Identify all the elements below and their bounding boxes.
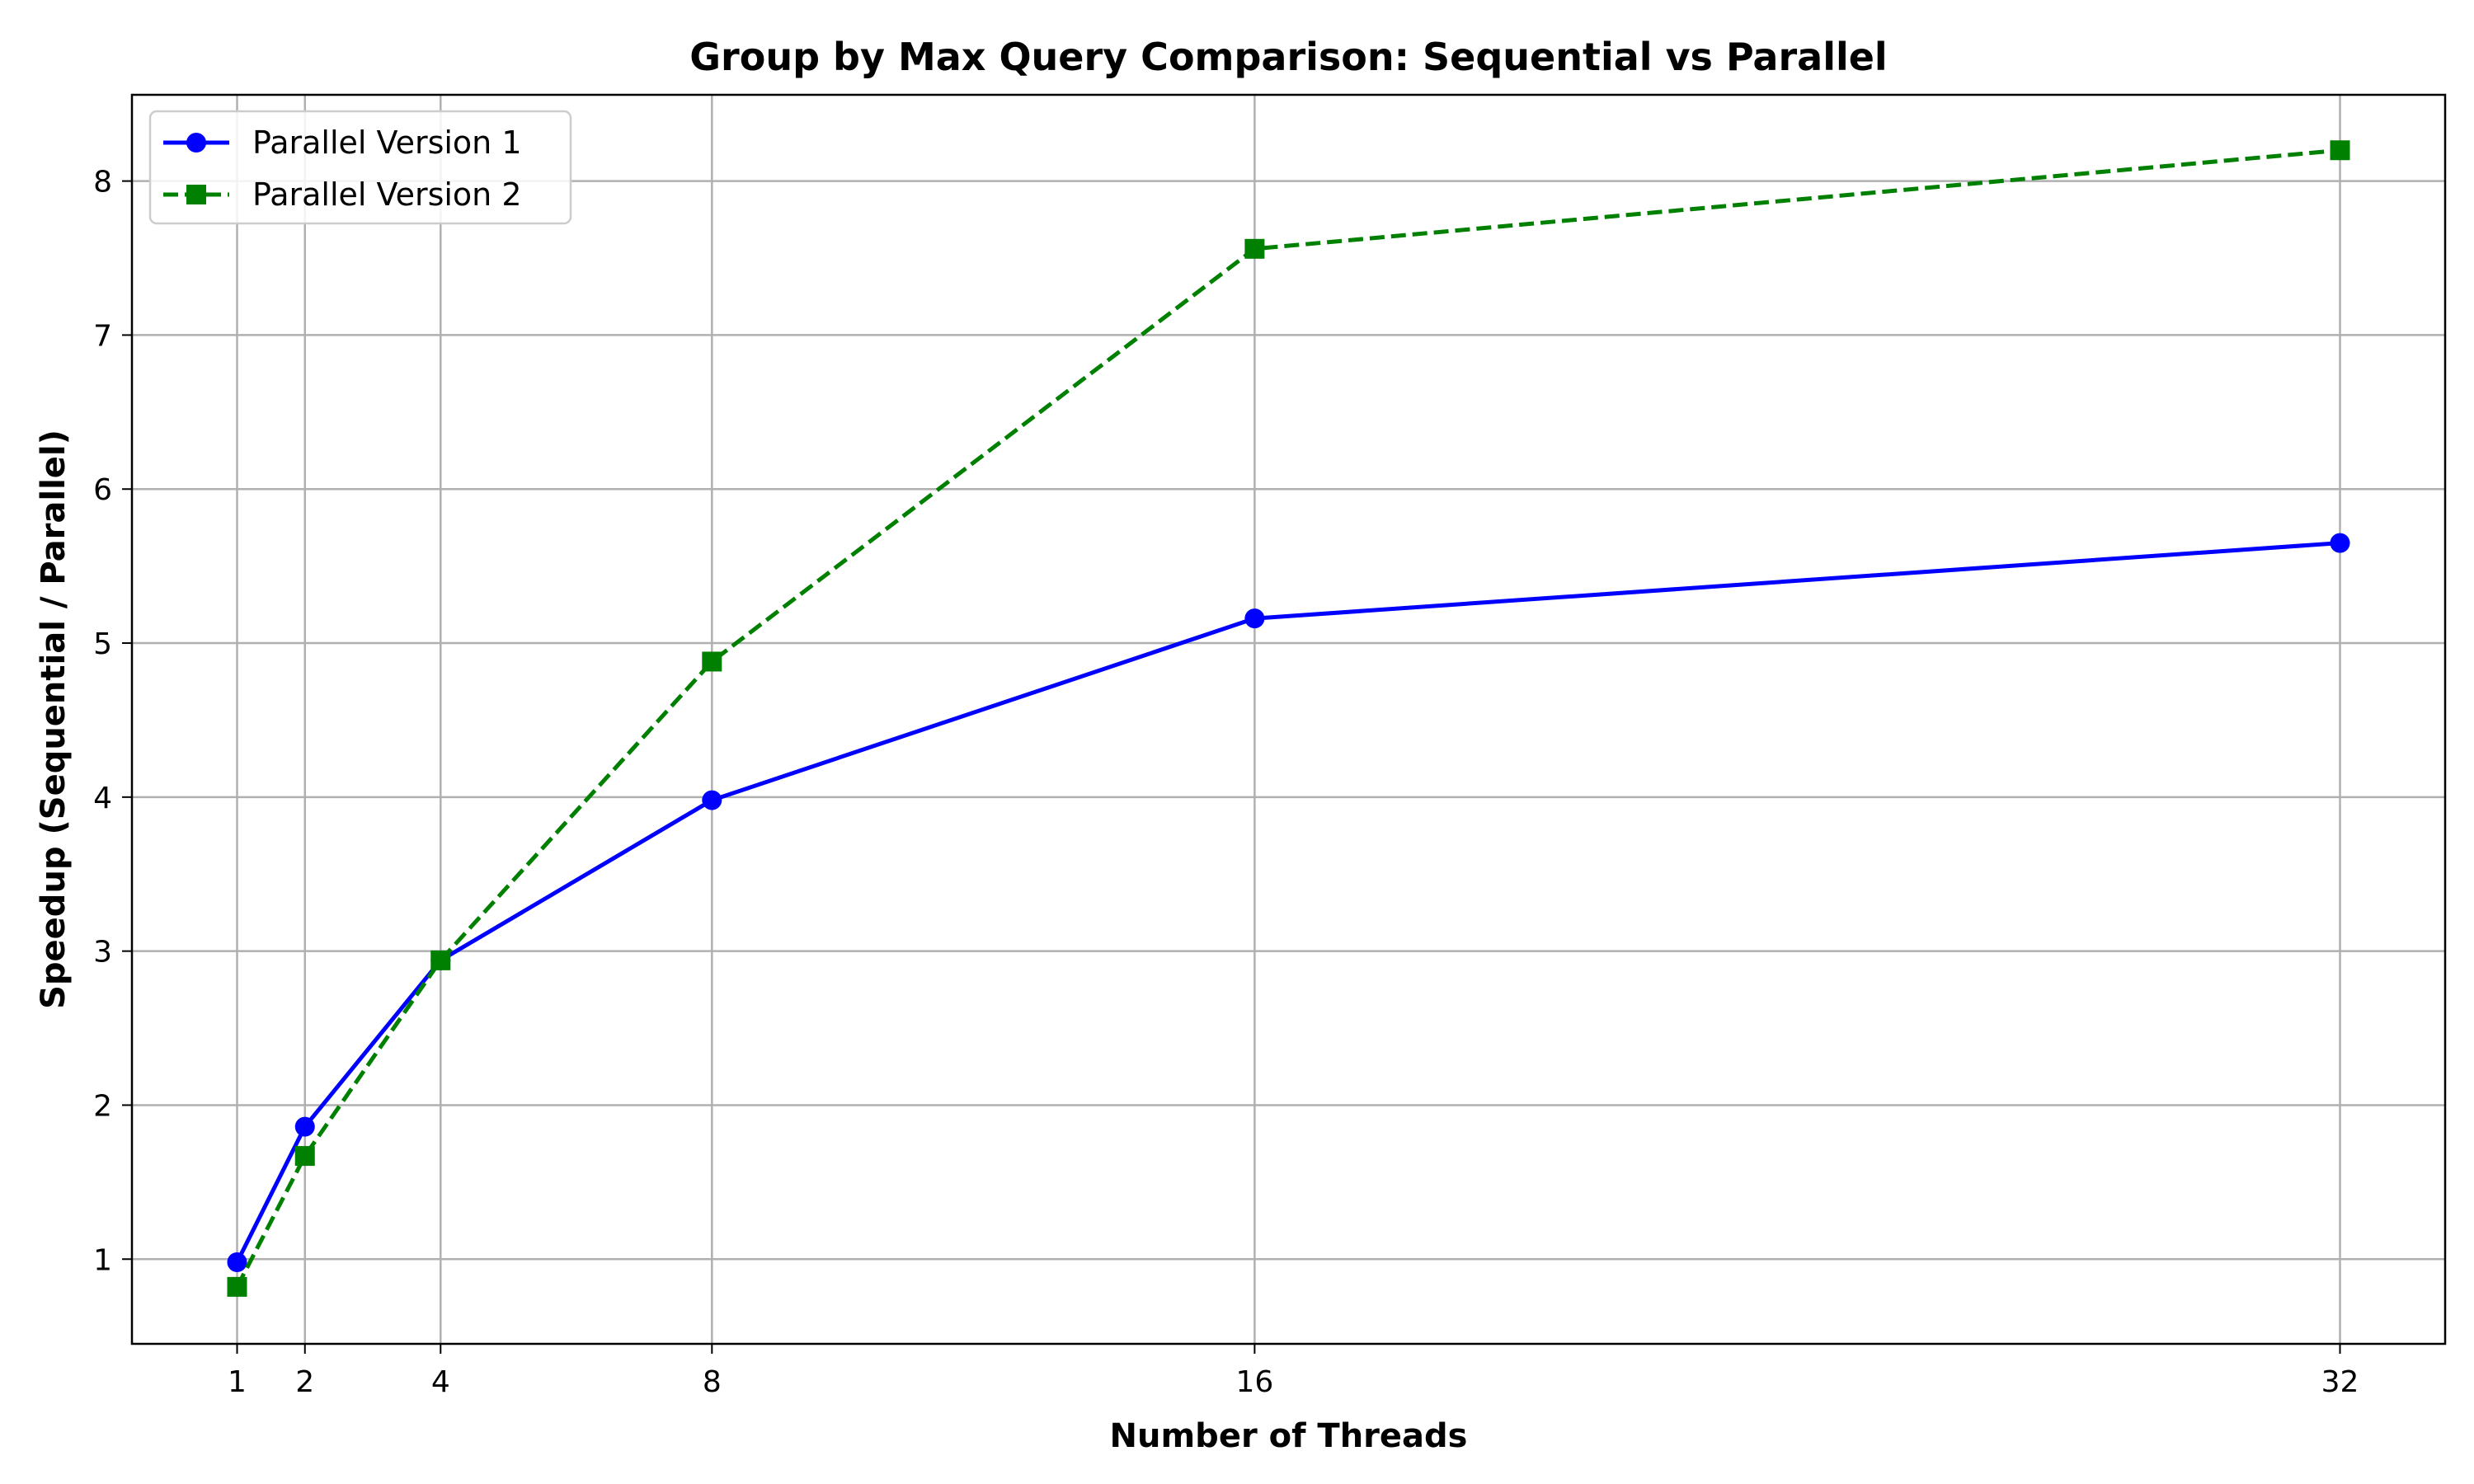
y-tick-label: 4 — [93, 782, 112, 815]
legend-label-1: Parallel Version 1 — [252, 124, 522, 161]
y-tick-label: 6 — [93, 473, 112, 507]
chart-title: Group by Max Query Comparison: Sequentia… — [689, 35, 1887, 79]
plot-frame — [130, 93, 2447, 1345]
x-tick-label: 32 — [2321, 1365, 2359, 1399]
data-point-series-1 — [227, 1252, 247, 1272]
series-line-2 — [235, 148, 2340, 1289]
series-line-1 — [235, 541, 2340, 1264]
data-point-series-1 — [2330, 533, 2350, 553]
data-point-series-1 — [294, 1116, 315, 1137]
data-point-series-2 — [2330, 140, 2350, 161]
y-tick-label: 5 — [93, 627, 112, 661]
grid — [132, 95, 2445, 1344]
y-tick-label: 7 — [93, 319, 112, 353]
x-tick-label: 2 — [295, 1365, 314, 1399]
x-tick-label: 8 — [703, 1365, 722, 1399]
series-lines — [227, 140, 2350, 1297]
legend-marker-1 — [186, 133, 206, 153]
data-point-series-2 — [294, 1146, 315, 1167]
y-axis-label: Speedup (Sequential / Parallel) — [35, 430, 73, 1009]
data-point-series-2 — [1244, 238, 1265, 259]
legend-marker-2 — [186, 185, 206, 204]
data-point-series-1 — [1244, 608, 1265, 629]
legend-label-2: Parallel Version 2 — [252, 176, 522, 213]
legend-box — [148, 110, 572, 225]
x-tick-label: 1 — [228, 1365, 247, 1399]
data-point-series-2 — [227, 1276, 247, 1297]
legend: Parallel Version 1 Parallel Version 2 — [148, 110, 572, 225]
x-tick-label: 16 — [1235, 1365, 1273, 1399]
y-tick-label: 8 — [93, 166, 112, 200]
y-tick-label: 1 — [93, 1243, 112, 1277]
data-point-series-1 — [702, 790, 722, 810]
x-tick-label: 4 — [431, 1365, 450, 1399]
data-point-series-2 — [430, 950, 451, 970]
data-point-series-2 — [702, 651, 722, 672]
ticks: 1 2 4 8 16 32 1 2 3 4 5 6 7 8 — [93, 166, 2359, 1399]
x-axis-label: Number of Threads — [1110, 1417, 1468, 1455]
y-tick-label: 3 — [93, 936, 112, 970]
y-tick-label: 2 — [93, 1089, 112, 1123]
